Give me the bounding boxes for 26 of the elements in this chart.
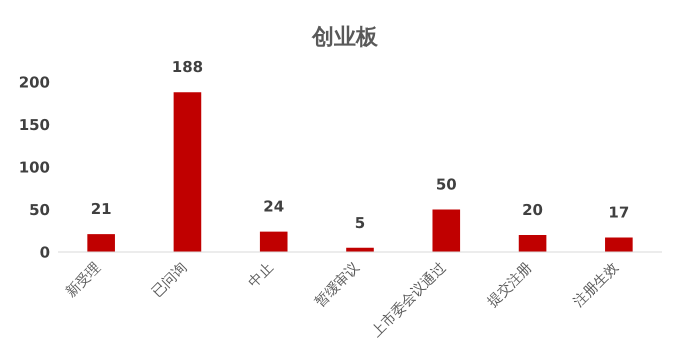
x-tick-label: 注册生效 — [570, 260, 622, 310]
bar — [87, 234, 115, 252]
bar — [432, 210, 460, 252]
data-label: 24 — [263, 198, 284, 216]
y-tick-label: 0 — [40, 243, 50, 262]
x-tick-label: 新受理 — [62, 260, 104, 301]
x-tick-label: 上市委会议通过 — [368, 260, 450, 340]
data-label: 20 — [522, 201, 544, 219]
data-label: 50 — [436, 176, 457, 194]
data-label: 21 — [90, 200, 112, 218]
x-tick-label: 暂缓审议 — [312, 260, 363, 310]
data-label: 188 — [172, 58, 204, 76]
chart-title: 创业板 — [310, 24, 379, 52]
data-label: 17 — [608, 204, 630, 222]
bar — [174, 92, 202, 252]
bar — [605, 238, 633, 252]
x-tick-label: 已问询 — [149, 260, 190, 301]
y-tick-label: 100 — [18, 158, 50, 176]
bar — [260, 232, 288, 252]
y-tick-label: 200 — [18, 73, 50, 92]
y-tick-label: 150 — [18, 116, 50, 134]
x-tick-label: 中止 — [245, 260, 277, 291]
y-tick-label: 50 — [29, 200, 50, 219]
x-tick-label: 提交注册 — [484, 260, 536, 310]
data-label: 5 — [354, 214, 366, 232]
bar — [518, 235, 546, 252]
